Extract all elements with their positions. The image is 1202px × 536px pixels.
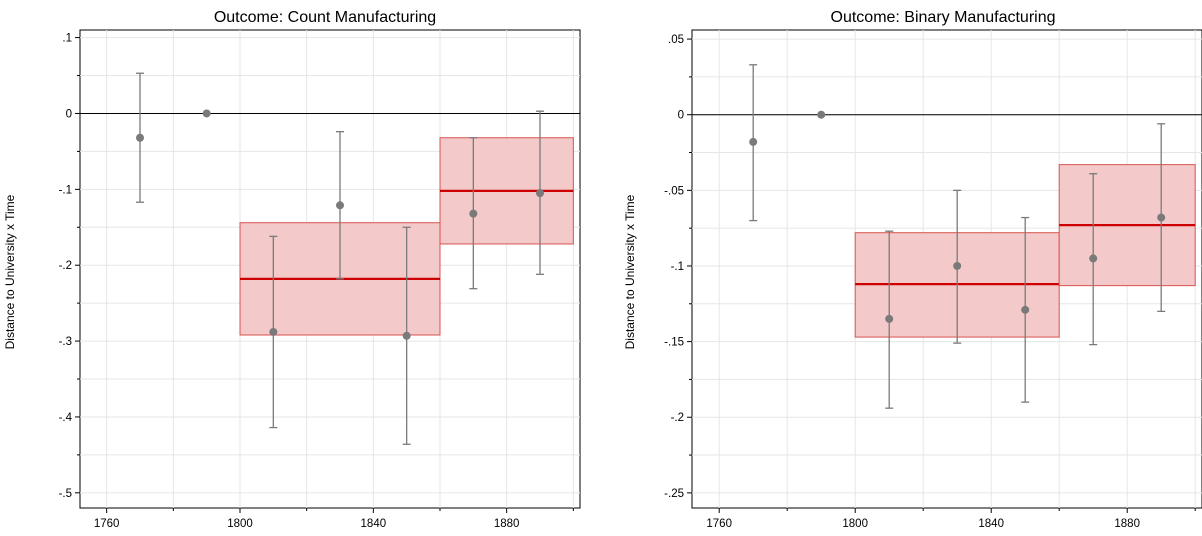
x-tick-label: 1880 xyxy=(494,518,520,530)
chart-title: Outcome: Count Manufacturing xyxy=(214,9,436,26)
y-tick-label: 0 xyxy=(678,110,684,122)
data-point xyxy=(1157,213,1166,222)
y-axis-label: Distance to University x Time xyxy=(623,194,637,349)
data-point xyxy=(202,109,211,118)
x-tick-label: 1760 xyxy=(94,518,120,530)
chart-count-manufacturing: Outcome: Count Manufacturing Distance to… xyxy=(3,9,581,530)
y-tick-label: 0 xyxy=(66,108,72,120)
y-tick-label: .05 xyxy=(668,34,684,46)
y-tick-label: -.1 xyxy=(59,184,72,196)
data-point xyxy=(336,201,344,210)
x-tick-label: 1800 xyxy=(227,518,253,530)
x-tick-label: 1840 xyxy=(978,518,1004,530)
y-tick-label: -.25 xyxy=(664,488,684,500)
y-axis-label: Distance to University x Time xyxy=(3,194,17,349)
data-point xyxy=(269,327,278,336)
y-tick-label: -.3 xyxy=(59,336,72,348)
chart-title: Outcome: Binary Manufacturing xyxy=(831,9,1056,26)
data-point xyxy=(1089,254,1098,263)
x-tick-label: 1800 xyxy=(842,518,868,530)
y-tick-label: -.1 xyxy=(671,261,684,273)
data-point xyxy=(885,314,894,323)
x-tick-label: 1840 xyxy=(361,518,387,530)
y-tick-label: -.2 xyxy=(59,260,72,272)
x-tick-label: 1880 xyxy=(1114,518,1140,530)
x-tick-label: 1760 xyxy=(706,518,732,530)
y-tick-label: -.4 xyxy=(59,412,73,424)
data-point xyxy=(136,133,144,142)
data-point xyxy=(1021,305,1030,314)
data-point xyxy=(817,110,826,119)
data-point xyxy=(402,331,411,340)
y-tick-label: -.2 xyxy=(671,412,684,424)
y-tick-label: -.05 xyxy=(664,185,684,197)
data-point xyxy=(953,261,962,270)
y-tick-label: -.15 xyxy=(664,337,684,349)
data-point xyxy=(749,137,758,146)
data-point xyxy=(469,209,478,218)
y-tick-label: -.5 xyxy=(59,488,72,500)
chart-binary-manufacturing: Outcome: Binary Manufacturing Distance t… xyxy=(623,9,1202,530)
y-tick-label: .1 xyxy=(62,33,72,45)
data-point xyxy=(536,189,544,198)
